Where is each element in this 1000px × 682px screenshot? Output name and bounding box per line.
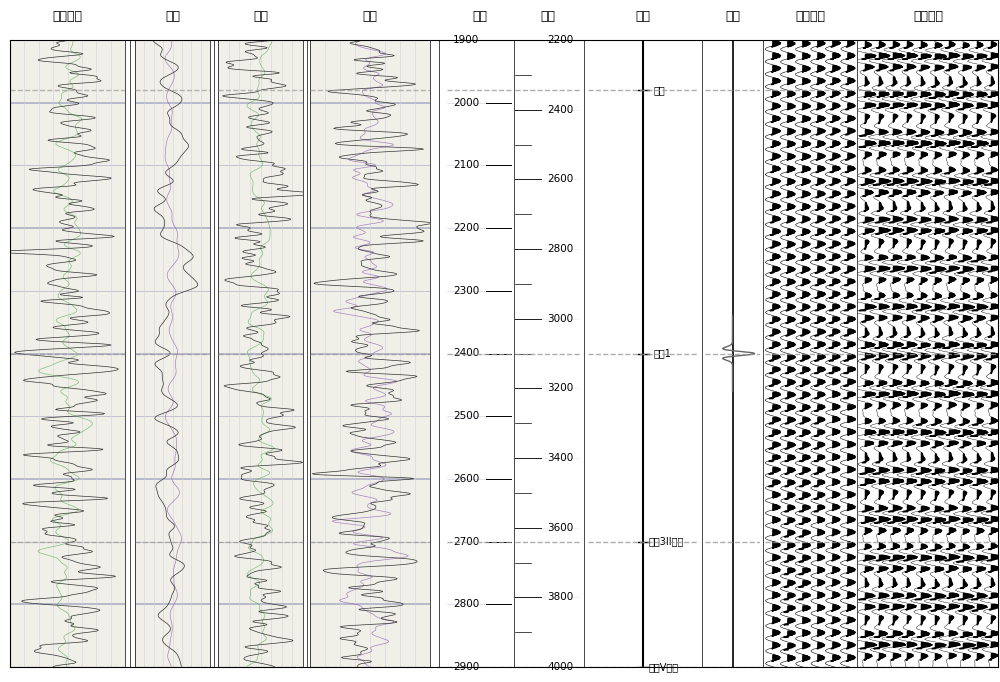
Text: 速度: 速度: [253, 10, 268, 23]
Text: 2200: 2200: [548, 35, 574, 45]
Text: 3800: 3800: [548, 593, 574, 602]
Text: 2800: 2800: [548, 244, 574, 254]
Text: 3000: 3000: [548, 314, 574, 324]
Text: 2600: 2600: [453, 474, 480, 484]
Text: 1900: 1900: [453, 35, 480, 45]
Text: 3200: 3200: [548, 383, 574, 394]
Text: 时间: 时间: [472, 10, 487, 23]
Text: 深度: 深度: [540, 10, 555, 23]
Text: 声波时差: 声波时差: [52, 10, 82, 23]
Text: 合成记录: 合成记录: [795, 10, 825, 23]
Text: 沙三1: 沙三1: [654, 349, 672, 359]
Text: 3600: 3600: [548, 522, 574, 533]
Text: 2300: 2300: [453, 286, 480, 296]
Text: 4000: 4000: [548, 662, 574, 672]
Text: 子波: 子波: [725, 10, 740, 23]
Text: 2400: 2400: [453, 349, 480, 359]
Text: 2500: 2500: [453, 411, 480, 421]
Text: 密度: 密度: [165, 10, 180, 23]
Text: 沙三V油组: 沙三V油组: [648, 662, 679, 672]
Text: 沙三3II油组: 沙三3II油组: [648, 537, 684, 546]
Text: 沙一: 沙一: [654, 85, 666, 95]
Text: 2900: 2900: [453, 662, 480, 672]
Text: 2000: 2000: [453, 98, 480, 108]
Text: 2600: 2600: [548, 175, 574, 184]
Text: 3400: 3400: [548, 453, 574, 463]
Text: 2100: 2100: [453, 160, 480, 170]
Text: 2200: 2200: [453, 223, 480, 233]
Text: 2400: 2400: [548, 104, 574, 115]
Text: 阻抗: 阻抗: [362, 10, 378, 23]
Text: 2800: 2800: [453, 599, 480, 609]
Text: 标定剖面: 标定剖面: [913, 10, 943, 23]
Text: 分层: 分层: [636, 10, 650, 23]
Text: 2700: 2700: [453, 537, 480, 546]
